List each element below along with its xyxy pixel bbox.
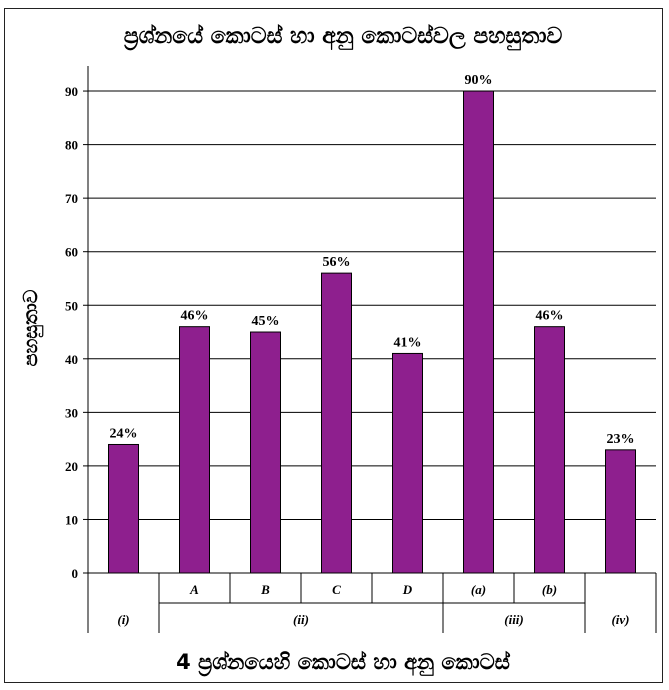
y-tick-label: 50: [65, 298, 78, 313]
data-label: 23%: [607, 432, 635, 447]
x-group-label: (i): [117, 612, 129, 627]
data-label: 56%: [323, 255, 351, 270]
data-label: 46%: [536, 309, 564, 324]
chart-title: ප්‍රශ්නයේ කොටස් හා අනු කොටස්වල පහසුතාව: [124, 23, 563, 51]
x-sub-category-label: B: [260, 582, 270, 597]
y-tick-label: 60: [65, 245, 78, 260]
bar: [392, 352, 423, 574]
data-label: 90%: [465, 73, 493, 88]
x-sub-category-label: C: [332, 582, 341, 597]
x-group-label: (iv): [611, 612, 629, 627]
data-label: 24%: [110, 426, 138, 441]
y-axis-label: පහසුතාව: [20, 289, 45, 366]
bar: [250, 331, 281, 574]
bar: [108, 443, 139, 574]
bar: [463, 90, 494, 574]
x-sub-category-label: D: [402, 582, 413, 597]
x-group-label: (ii): [293, 612, 309, 627]
bar: [321, 272, 352, 574]
bar: [605, 449, 636, 574]
x-sub-category-label: (b): [542, 582, 557, 597]
y-tick-label: 30: [65, 405, 78, 420]
bar: [534, 326, 565, 574]
x-sub-category-label: (a): [471, 582, 486, 597]
y-tick-label: 20: [65, 459, 78, 474]
data-label: 41%: [394, 335, 422, 350]
y-tick-label: 40: [65, 352, 78, 367]
data-label: 46%: [181, 309, 209, 324]
plot-area: 0 10 20 30 40 50 60 70 80 90 24% 46% 45% 56% 41% 90% 46%…: [65, 66, 657, 633]
y-tick-label: 70: [65, 191, 78, 206]
y-tick-label: 10: [65, 512, 78, 527]
x-axis-label: 4 ප්‍රශ්නයෙහි කොටස් හා අනු කොටස්: [176, 650, 511, 677]
x-sub-category-label: A: [189, 582, 199, 597]
y-tick-label: 80: [65, 138, 78, 153]
x-group-label: (iii): [504, 612, 524, 627]
data-label: 45%: [252, 314, 280, 329]
y-tick-label: 0: [72, 566, 79, 581]
bar: [179, 326, 210, 574]
y-tick-label: 90: [65, 84, 78, 99]
